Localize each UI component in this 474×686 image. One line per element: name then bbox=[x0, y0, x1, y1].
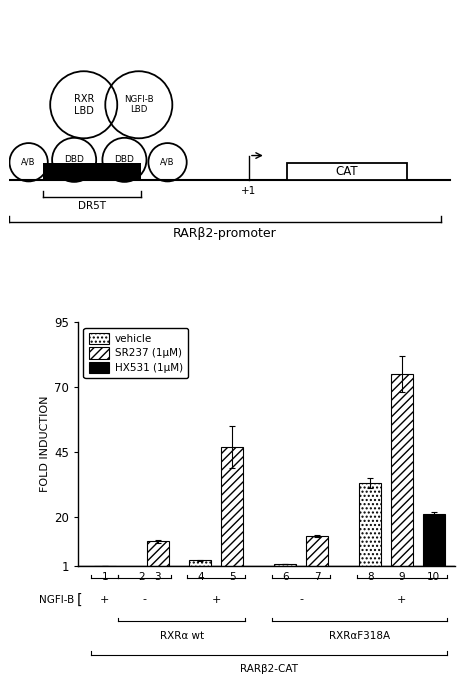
Text: DBD: DBD bbox=[64, 155, 84, 165]
Text: [: [ bbox=[77, 593, 82, 606]
Text: +: + bbox=[211, 595, 221, 604]
Bar bbox=[146, 541, 169, 566]
Text: DR5T: DR5T bbox=[78, 201, 106, 211]
Text: RXRαF318A: RXRαF318A bbox=[329, 631, 390, 641]
Text: RARβ2-CAT: RARβ2-CAT bbox=[240, 664, 298, 674]
Text: NGFI-B: NGFI-B bbox=[39, 595, 74, 604]
Text: +: + bbox=[397, 595, 407, 604]
Text: CAT: CAT bbox=[336, 165, 358, 178]
Text: -: - bbox=[143, 595, 146, 604]
Text: DBD: DBD bbox=[115, 155, 134, 165]
Bar bbox=[391, 375, 413, 566]
Bar bbox=[274, 564, 296, 566]
Text: +: + bbox=[100, 595, 109, 604]
Text: A/B: A/B bbox=[21, 158, 36, 167]
Text: RARβ2-promoter: RARβ2-promoter bbox=[173, 227, 277, 240]
Bar bbox=[189, 560, 211, 566]
Y-axis label: FOLD INDUCTION: FOLD INDUCTION bbox=[40, 396, 50, 493]
Bar bbox=[423, 514, 445, 566]
Text: A/B: A/B bbox=[160, 158, 175, 167]
Text: RXRα wt: RXRα wt bbox=[160, 631, 204, 641]
Text: +1: +1 bbox=[241, 186, 256, 196]
Bar bbox=[306, 536, 328, 566]
Text: -: - bbox=[299, 595, 303, 604]
Legend: vehicle, SR237 (1μM), HX531 (1μM): vehicle, SR237 (1μM), HX531 (1μM) bbox=[83, 328, 188, 379]
Bar bbox=[221, 447, 243, 566]
Bar bbox=[43, 163, 141, 180]
Text: RXR
LBD: RXR LBD bbox=[73, 94, 94, 115]
Bar bbox=[287, 163, 407, 180]
Bar bbox=[359, 483, 381, 566]
Text: NGFI-B
LBD: NGFI-B LBD bbox=[124, 95, 154, 115]
